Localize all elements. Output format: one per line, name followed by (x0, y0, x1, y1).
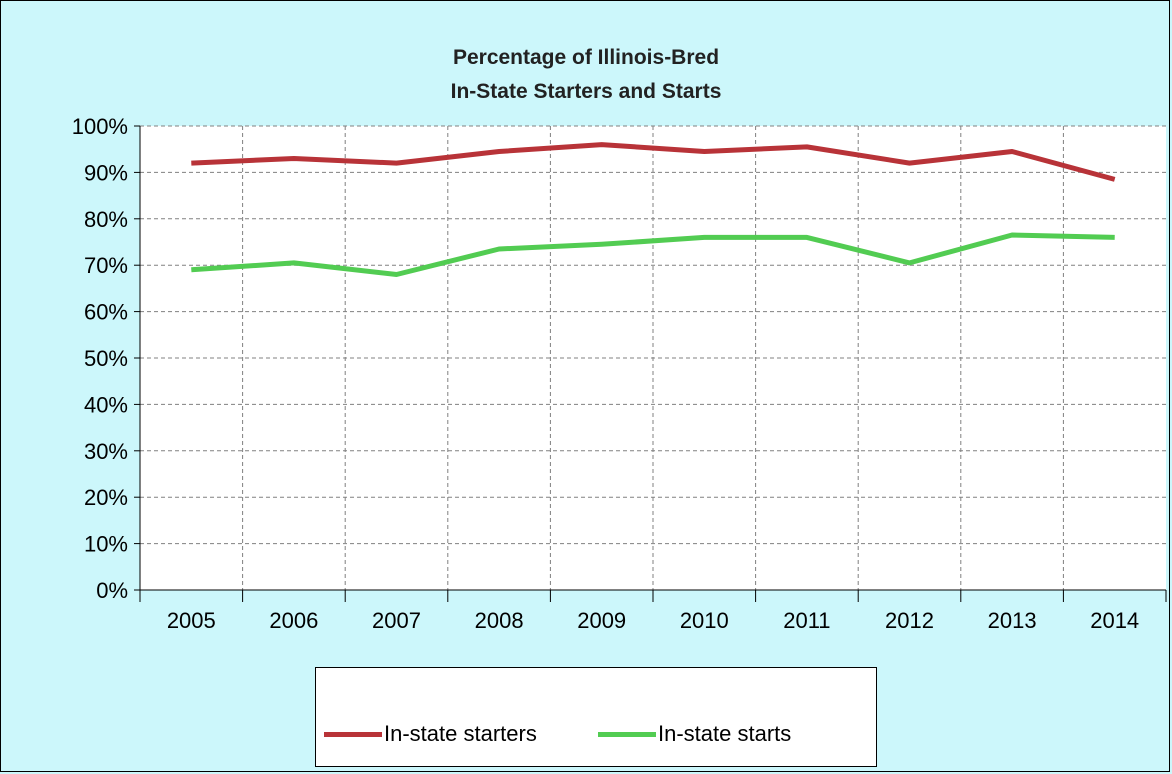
y-tick-label: 10% (84, 532, 128, 557)
x-axis-tick-labels: 2005 2006 2007 2008 2009 2010 2011 2012 2013 2014 (167, 608, 1139, 633)
y-tick-label: 30% (84, 439, 128, 464)
legend: In-state starters In-state starts (315, 667, 877, 767)
y-tick-label: 100% (72, 114, 128, 139)
x-tick-label: 2008 (475, 608, 524, 633)
y-axis-tick-labels: 0% 10% 20% 30% 40% 50% 60% 70% 80% 90% 100% (72, 114, 128, 603)
chart-title-line2: In-State Starters and Starts (450, 80, 722, 103)
y-tick-label: 0% (96, 578, 128, 603)
x-tick-label: 2006 (269, 608, 318, 633)
x-tick-label: 2010 (680, 608, 729, 633)
x-tick-label: 2013 (988, 608, 1037, 633)
chart-title-line1: Percentage of Illinois-Bred (452, 46, 720, 69)
legend-swatch-starts (598, 732, 656, 737)
y-tick-label: 60% (84, 300, 128, 325)
y-tick-label: 50% (84, 346, 128, 371)
x-tick-label: 2012 (885, 608, 934, 633)
legend-label-starters: In-state starters (384, 721, 537, 746)
y-tick-label: 70% (84, 253, 128, 278)
axes (134, 125, 1167, 602)
x-tick-label: 2009 (577, 608, 626, 633)
y-tick-label: 80% (84, 207, 128, 232)
legend-label-starts: In-state starts (658, 721, 792, 746)
x-tick-label: 2011 (783, 608, 830, 633)
series-line-starts (191, 232, 1115, 277)
y-tick-label: 40% (84, 392, 128, 417)
y-tick-label: 20% (84, 485, 128, 510)
legend-swatch-starters (324, 732, 382, 737)
y-tick-label: 90% (84, 160, 128, 185)
x-tick-label: 2005 (167, 608, 216, 633)
series-line-starters (191, 142, 1116, 182)
x-tick-label: 2014 (1090, 608, 1139, 633)
x-tick-label: 2007 (372, 608, 421, 633)
series-lines (191, 142, 1116, 277)
